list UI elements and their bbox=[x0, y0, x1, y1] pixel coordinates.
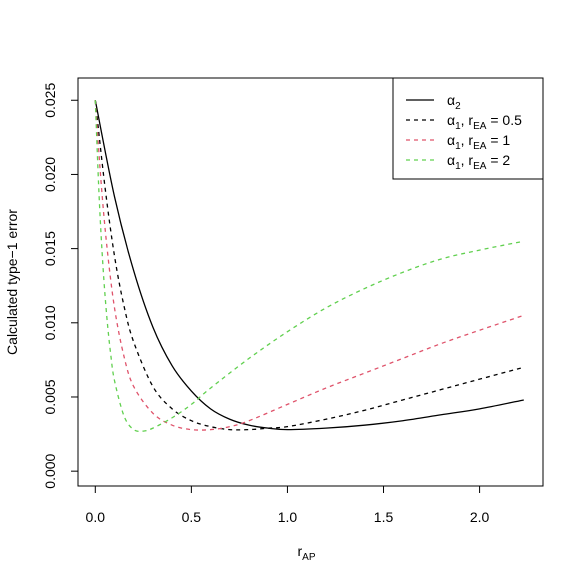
y-tick-label: 0.025 bbox=[42, 83, 58, 118]
x-tick-label: 1.0 bbox=[278, 509, 298, 525]
legend-label: α2 bbox=[447, 92, 461, 112]
series-line-4 bbox=[94, 100, 524, 433]
x-tick-label: 0.0 bbox=[86, 509, 106, 525]
y-tick-label: 0.005 bbox=[42, 379, 58, 414]
legend-label: α1, rEA = 2 bbox=[447, 152, 510, 172]
x-tick-label: 1.5 bbox=[374, 509, 394, 525]
y-tick-label: 0.020 bbox=[42, 157, 58, 192]
x-tick-label: 0.5 bbox=[182, 509, 202, 525]
x-axis-title: rAP bbox=[297, 543, 315, 563]
x-axis: 0.0 0.5 1.0 1.5 2.0 bbox=[86, 485, 490, 525]
legend-label: α1, rEA = 0.5 bbox=[447, 112, 522, 132]
legend-box bbox=[392, 77, 544, 180]
legend-label: α1, rEA = 1 bbox=[447, 132, 510, 152]
y-axis: 0.000 0.005 0.010 0.015 0.020 0.025 bbox=[42, 83, 79, 489]
y-tick-label: 0.010 bbox=[42, 305, 58, 340]
series-line-2 bbox=[94, 100, 524, 431]
y-axis-title: Calculated type−1 error bbox=[4, 209, 20, 355]
y-tick-label: 0.000 bbox=[42, 453, 58, 488]
y-tick-label: 0.015 bbox=[42, 231, 58, 266]
series-layer bbox=[94, 100, 524, 433]
x-tick-label: 2.0 bbox=[470, 509, 490, 525]
series-line-1 bbox=[94, 100, 524, 431]
